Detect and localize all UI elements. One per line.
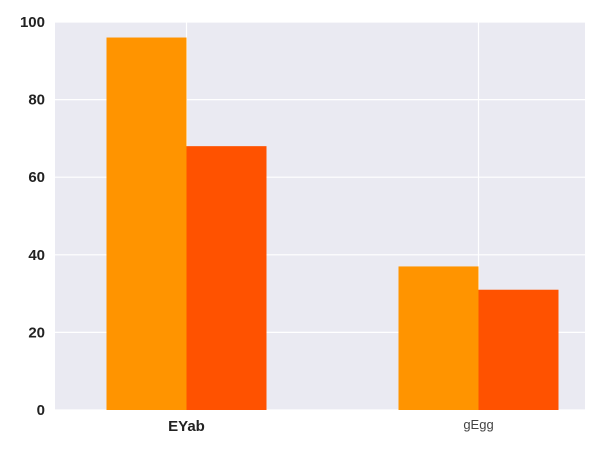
bar-gEgg-series-2 (478, 289, 559, 410)
bar-EYab-series-2 (186, 146, 267, 410)
bar-gEgg-series-1 (398, 266, 479, 410)
y-tick-label: 20 (28, 324, 45, 341)
x-tick-label: gEgg (463, 417, 493, 432)
bar-EYab-series-1 (106, 37, 187, 411)
y-tick-label: 60 (28, 169, 45, 186)
y-tick-label: 100 (20, 14, 45, 31)
y-tick-label: 80 (28, 92, 45, 109)
bars (106, 37, 559, 411)
x-tick-label: EYab (168, 418, 205, 435)
y-tick-label: 40 (28, 247, 45, 264)
y-axis-ticks: 0 20 40 60 80 100 (20, 14, 45, 419)
x-axis-ticks: EYab gEgg (168, 417, 494, 435)
y-tick-label: 0 (37, 402, 45, 419)
